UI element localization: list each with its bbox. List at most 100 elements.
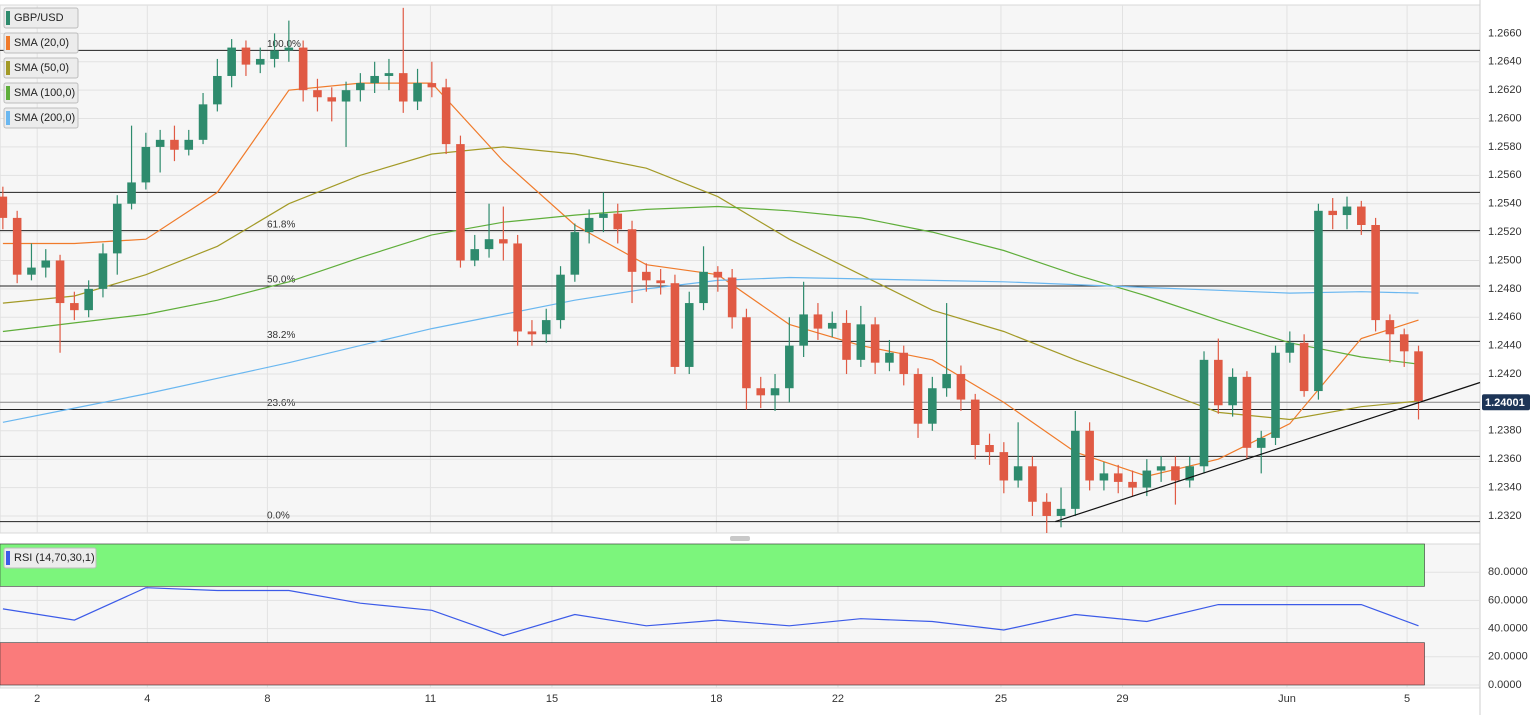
candle-body xyxy=(70,303,79,311)
candle-body xyxy=(942,374,951,389)
legend-label: SMA (100,0) xyxy=(14,87,75,99)
candle-body xyxy=(742,317,751,389)
candle-body xyxy=(928,388,937,424)
candle-body xyxy=(441,87,451,145)
x-tick-label: 11 xyxy=(425,693,436,705)
candle-body xyxy=(98,253,108,289)
candle-body xyxy=(985,445,994,453)
candle-body xyxy=(241,47,251,65)
candle-body xyxy=(1385,320,1395,335)
candle-body xyxy=(885,352,894,363)
sma-line xyxy=(2,146,1419,421)
legend-item: SMA (50,0) xyxy=(3,57,79,79)
y-tick-label: 1.2520 xyxy=(1488,226,1522,238)
legend-swatch xyxy=(6,111,10,125)
y-tick-label: 0.0000 xyxy=(1488,679,1522,691)
candle-body xyxy=(298,47,308,91)
candle-body xyxy=(41,260,51,268)
y-tick-label: 1.2460 xyxy=(1488,311,1522,323)
y-tick-label: 1.2640 xyxy=(1488,56,1522,68)
candle-body xyxy=(1214,359,1223,406)
candle-body xyxy=(184,139,194,150)
candle-body xyxy=(398,73,408,102)
candle-body xyxy=(270,50,279,59)
oversold-zone xyxy=(0,642,1425,686)
candle-body xyxy=(155,139,165,147)
trend-line xyxy=(1055,381,1481,523)
candle-body xyxy=(499,239,508,244)
legend-label: SMA (200,0) xyxy=(14,112,75,124)
candle-body xyxy=(556,274,565,321)
x-tick-label: 5 xyxy=(1404,693,1410,705)
candle-body xyxy=(341,90,351,102)
fib-label: 61.8% xyxy=(267,219,295,230)
candle-body xyxy=(870,324,880,363)
x-tick-label: 15 xyxy=(546,693,558,705)
legend-box xyxy=(3,32,79,54)
candle-body xyxy=(1128,481,1137,488)
last-price-label: 1.24001 xyxy=(1485,397,1525,409)
legend-label: GBP/USD xyxy=(14,12,64,24)
candle-body xyxy=(112,203,122,254)
fib-label: 23.6% xyxy=(267,398,295,409)
y-tick-label: 1.2320 xyxy=(1488,510,1522,522)
candle-body xyxy=(913,374,923,424)
candle-body xyxy=(1357,206,1366,225)
candle-body xyxy=(1013,466,1023,481)
candle-body xyxy=(842,322,851,360)
candle-body xyxy=(427,83,437,88)
candle-body xyxy=(1085,430,1094,481)
candle-body xyxy=(255,58,265,65)
candle-body xyxy=(1271,352,1280,438)
candle-body xyxy=(12,217,22,275)
legend-item: SMA (20,0) xyxy=(3,32,79,54)
candle-body xyxy=(799,314,808,346)
candle-body xyxy=(484,239,494,250)
y-tick-label: 1.2500 xyxy=(1488,254,1522,266)
candle-body xyxy=(1028,466,1037,502)
candle-body xyxy=(84,288,93,311)
x-tick-label: 29 xyxy=(1116,693,1128,705)
candle-body xyxy=(227,47,236,76)
candle-body xyxy=(313,90,322,98)
candle-body xyxy=(613,213,623,230)
legend-swatch xyxy=(6,11,10,25)
candle-body xyxy=(999,452,1009,481)
candle-body xyxy=(1285,342,1295,353)
candle-body xyxy=(1056,508,1066,516)
candle-body xyxy=(55,260,65,304)
candle-body xyxy=(813,314,823,329)
candle-body xyxy=(170,139,179,150)
sma-line xyxy=(2,205,1419,365)
candle-body xyxy=(1099,473,1109,481)
candle-body xyxy=(1414,351,1423,401)
candle-body xyxy=(827,322,837,329)
y-tick-label: 1.2560 xyxy=(1488,169,1522,181)
x-tick-label: 4 xyxy=(144,693,150,705)
y-tick-label: 1.2440 xyxy=(1488,340,1522,352)
y-tick-label: 80.0000 xyxy=(1488,566,1528,578)
legend-label: SMA (20,0) xyxy=(14,37,69,49)
legend-box xyxy=(3,547,97,569)
y-tick-label: 1.2660 xyxy=(1488,27,1522,39)
x-tick-label: Jun xyxy=(1278,693,1296,705)
candle-body xyxy=(1242,376,1252,448)
candle-body xyxy=(384,73,394,76)
legend-swatch xyxy=(6,551,10,565)
candle-body xyxy=(670,283,680,367)
candle-body xyxy=(713,271,723,278)
rsi-line xyxy=(2,587,1419,637)
candle-body xyxy=(1071,430,1080,509)
candle-body xyxy=(699,271,708,304)
candle-body xyxy=(1299,342,1309,392)
candle-body xyxy=(1328,210,1338,216)
legend-box xyxy=(3,82,79,104)
candle-body xyxy=(1156,466,1166,471)
candle-body xyxy=(0,196,8,218)
panel-resize-handle[interactable] xyxy=(730,536,750,541)
legend-swatch xyxy=(6,86,10,100)
legend-swatch xyxy=(6,36,10,50)
candle-body xyxy=(770,388,780,396)
